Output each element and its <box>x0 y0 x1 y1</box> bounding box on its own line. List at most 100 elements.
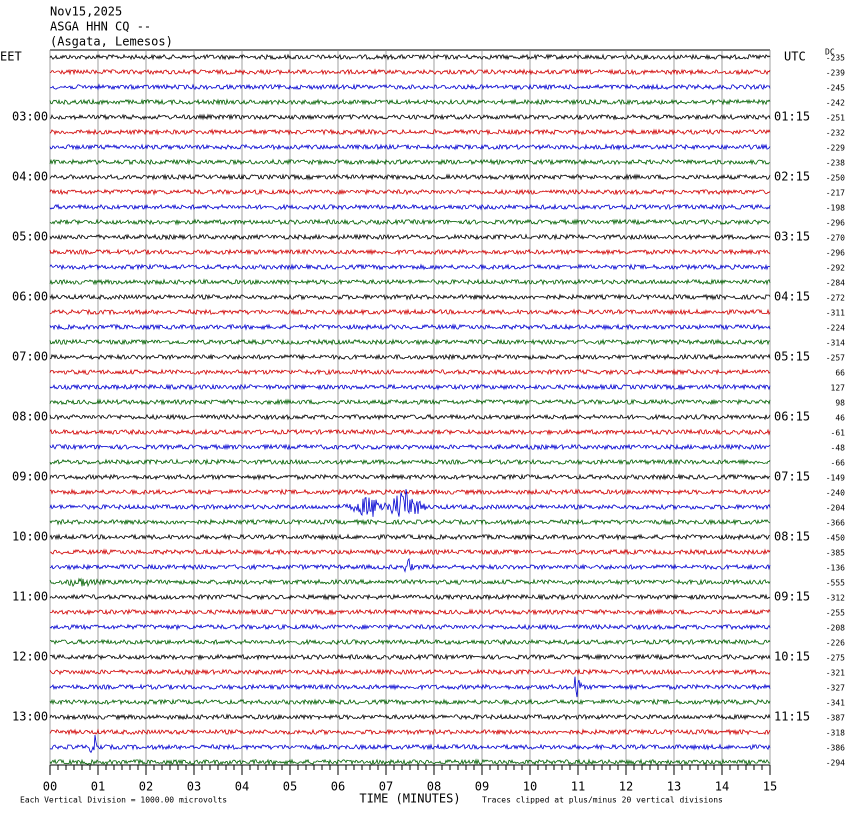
eet-hour-label: 11:00 <box>12 590 48 604</box>
utc-hour-label: 04:15 <box>774 290 810 304</box>
x-tick-label: 15 <box>763 780 777 794</box>
trace <box>49 557 771 573</box>
x-tick-label: 05 <box>283 780 297 794</box>
dc-offset: -235 <box>826 54 845 63</box>
trace <box>49 53 771 61</box>
x-axis-label: TIME (MINUTES) <box>359 792 460 806</box>
trace <box>49 188 771 196</box>
eet-hour-label: 05:00 <box>12 230 48 244</box>
trace <box>50 548 771 556</box>
dc-offset: -136 <box>826 564 845 573</box>
dc-offset: -238 <box>826 159 845 168</box>
offset-label: DC <box>825 48 835 57</box>
utc-hour-label: 07:15 <box>774 470 810 484</box>
eet-hour-label: 04:00 <box>12 170 48 184</box>
header-date: Nov15,2025 <box>50 5 122 19</box>
utc-hour-label: 05:15 <box>774 350 810 364</box>
dc-offset: -239 <box>826 69 845 78</box>
dc-offset: 127 <box>831 384 846 393</box>
eet-hour-label: 03:00 <box>12 110 48 124</box>
eet-hour-label: 12:00 <box>12 650 48 664</box>
x-tick-label: 08 <box>427 780 441 794</box>
left-label: EET <box>0 50 22 64</box>
trace <box>49 308 771 316</box>
utc-hour-label: 01:15 <box>774 110 810 124</box>
trace <box>49 577 771 588</box>
trace <box>49 458 771 466</box>
dc-offset: -314 <box>826 339 845 348</box>
dc-offset: -232 <box>826 129 845 138</box>
trace <box>49 338 771 346</box>
trace <box>49 248 771 256</box>
trace <box>49 668 771 676</box>
trace <box>49 368 771 376</box>
dc-offset: -198 <box>826 204 845 213</box>
dc-offset: -217 <box>826 189 845 198</box>
trace <box>49 518 771 526</box>
dc-offset: 98 <box>835 399 845 408</box>
trace <box>49 113 771 121</box>
trace <box>49 698 771 706</box>
trace <box>49 68 771 76</box>
dc-offset: -66 <box>831 459 846 468</box>
trace <box>49 158 771 166</box>
dc-offset: 66 <box>835 369 845 378</box>
trace <box>49 758 771 766</box>
dc-offset: -48 <box>831 444 846 453</box>
right-label: UTC <box>784 50 806 64</box>
header-location: (Asgata, Lemesos) <box>50 35 173 49</box>
header-station: ASGA HHN CQ -- <box>50 20 151 34</box>
dc-offset: -251 <box>826 114 845 123</box>
eet-hour-label: 13:00 <box>12 710 48 724</box>
dc-offset: -204 <box>826 504 845 513</box>
dc-offset: -224 <box>826 324 845 333</box>
dc-offset: -245 <box>826 84 845 93</box>
trace <box>49 203 771 211</box>
dc-offset: -250 <box>826 174 845 183</box>
trace <box>49 713 771 721</box>
x-tick-label: 07 <box>379 780 393 794</box>
dc-offset: -366 <box>826 519 845 528</box>
trace <box>49 593 771 601</box>
x-tick-label: 10 <box>523 780 537 794</box>
dc-offset: -327 <box>826 684 845 693</box>
trace <box>49 353 771 361</box>
dc-offset: -296 <box>826 249 845 258</box>
eet-hour-label: 10:00 <box>12 530 48 544</box>
trace <box>49 533 770 541</box>
dc-offset: -61 <box>831 429 846 438</box>
dc-offset: -450 <box>826 534 845 543</box>
trace <box>49 98 771 106</box>
x-tick-label: 03 <box>187 780 201 794</box>
dc-offset: -312 <box>826 594 845 603</box>
dc-offset: -296 <box>826 219 845 228</box>
dc-offset: -387 <box>826 714 845 723</box>
x-tick-label: 11 <box>571 780 585 794</box>
dc-offset: -270 <box>826 234 845 243</box>
x-tick-label: 14 <box>715 780 729 794</box>
dc-offset: -341 <box>826 699 845 708</box>
dc-offset: -257 <box>826 354 845 363</box>
utc-hour-label: 11:15 <box>774 710 810 724</box>
utc-hour-label: 06:15 <box>774 410 810 424</box>
clip-note: Traces clipped at plus/minus 20 vertical… <box>482 796 723 805</box>
dc-offset: 46 <box>835 414 845 423</box>
x-tick-label: 04 <box>235 780 249 794</box>
x-tick-label: 02 <box>139 780 153 794</box>
dc-offset: -284 <box>826 279 845 288</box>
x-tick-label: 01 <box>91 780 105 794</box>
trace <box>49 293 771 301</box>
dc-offset: -386 <box>826 744 845 753</box>
utc-hour-label: 02:15 <box>774 170 810 184</box>
eet-hour-label: 09:00 <box>12 470 48 484</box>
utc-hour-label: 08:15 <box>774 530 810 544</box>
trace <box>49 173 771 181</box>
dc-offset: -311 <box>826 309 845 318</box>
eet-hour-label: 08:00 <box>12 410 48 424</box>
trace <box>49 83 771 91</box>
trace <box>49 623 771 631</box>
trace <box>49 323 771 331</box>
eet-hour-label: 07:00 <box>12 350 48 364</box>
trace <box>49 608 771 616</box>
